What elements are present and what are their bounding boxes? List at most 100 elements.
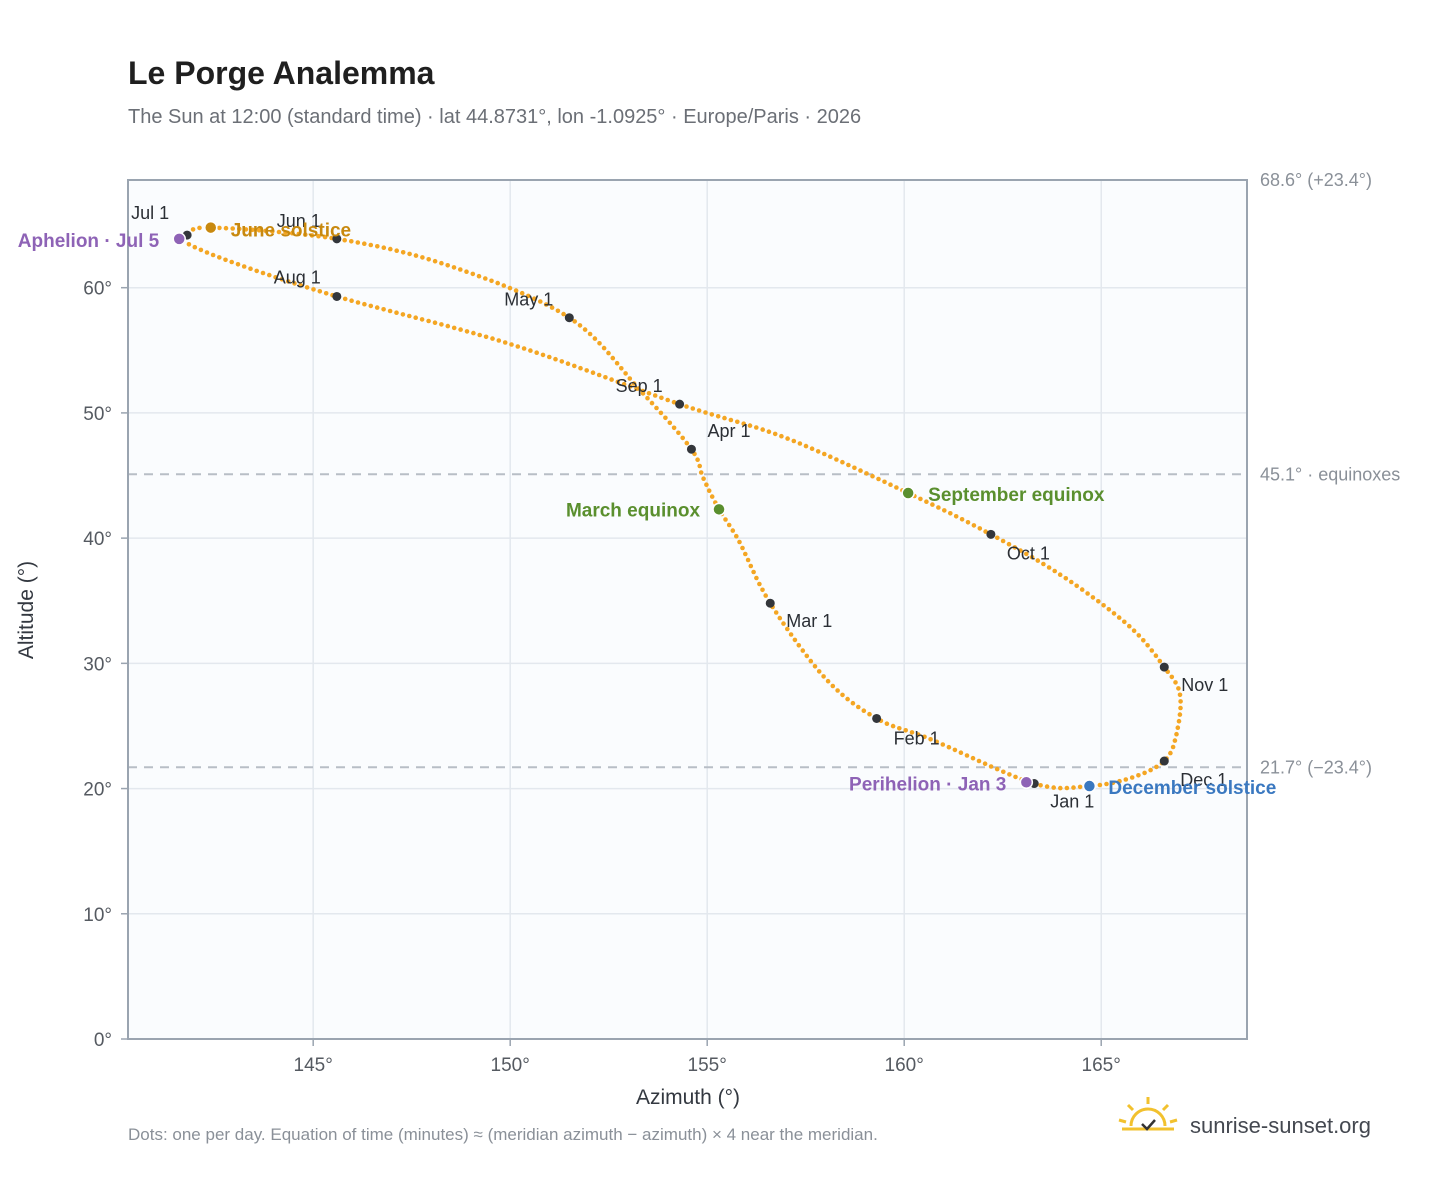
daily-dot	[735, 419, 740, 425]
month-label: Jul 1	[131, 203, 169, 223]
daily-dot	[260, 270, 266, 276]
daily-dot	[451, 265, 457, 270]
daily-dot	[230, 226, 235, 231]
daily-dot	[538, 299, 543, 304]
brand-name: sunrise-sunset.org	[1190, 1113, 1371, 1138]
daily-dot	[192, 244, 198, 250]
daily-dot	[519, 290, 525, 296]
daily-dot	[940, 742, 946, 747]
daily-dot	[471, 330, 476, 336]
month-label: Feb 1	[894, 728, 940, 748]
daily-dot	[263, 228, 269, 234]
sunrise-logo-icon	[1118, 1097, 1178, 1131]
month-marker	[872, 713, 882, 723]
daily-dot	[1149, 648, 1155, 653]
daily-dot	[773, 610, 779, 615]
daily-dot	[470, 271, 476, 277]
daily-dot	[816, 669, 822, 674]
daily-dot	[924, 499, 929, 505]
daily-dot	[680, 435, 685, 441]
daily-dot	[1035, 558, 1041, 563]
daily-dot	[976, 758, 982, 764]
y-axis-ticks: 0° 10° 20° 30° 40° 50° 60°	[83, 279, 128, 1051]
daily-dot	[248, 266, 253, 272]
daily-dot	[870, 473, 875, 479]
daily-dot	[1057, 572, 1063, 577]
daily-dot	[596, 372, 602, 378]
daily-dot	[543, 302, 549, 307]
event-marker	[172, 232, 186, 246]
daily-dot	[549, 305, 555, 310]
daily-dot	[695, 457, 700, 463]
daily-dot	[804, 653, 810, 659]
daily-dot	[1077, 784, 1083, 790]
daily-dot	[1024, 551, 1029, 557]
daily-dot	[845, 696, 850, 702]
daily-dot	[572, 363, 577, 369]
daily-dot	[709, 412, 715, 417]
month-marker	[1159, 662, 1169, 672]
daily-dot	[495, 280, 501, 286]
daily-dot	[559, 359, 565, 364]
daily-dot	[509, 342, 514, 347]
plot-area	[128, 180, 1247, 1039]
daily-dot	[1141, 638, 1146, 643]
daily-dot	[584, 368, 589, 373]
daily-dot	[864, 471, 869, 476]
daily-dot	[628, 384, 633, 389]
daily-dot	[400, 312, 406, 317]
daily-dot	[1153, 653, 1159, 658]
daily-dot	[483, 334, 489, 340]
daily-dot	[763, 593, 768, 598]
daily-dot	[610, 355, 616, 361]
daily-dot	[861, 708, 867, 713]
daily-dot	[606, 350, 611, 356]
daily-dot	[1006, 541, 1012, 547]
daily-dot	[634, 386, 639, 392]
daily-dot	[1154, 764, 1159, 770]
month-label: Aug 1	[274, 267, 321, 287]
event-label: September equinox	[928, 485, 1105, 506]
daily-dot	[362, 241, 367, 246]
month-marker	[686, 444, 696, 454]
daily-dot	[381, 245, 387, 250]
daily-dot	[982, 761, 988, 766]
daily-dot	[850, 700, 856, 706]
x-tick-label: 150°	[491, 1055, 530, 1076]
daily-dot	[684, 440, 690, 446]
daily-dot	[521, 346, 527, 351]
daily-dot	[304, 285, 310, 290]
daily-dot	[489, 278, 494, 284]
daily-dot	[1177, 712, 1183, 717]
daily-dot	[640, 388, 645, 394]
daily-dot	[684, 404, 689, 409]
daily-dot	[615, 379, 621, 385]
daily-dot	[792, 637, 798, 643]
daily-dot	[726, 522, 732, 528]
daily-dot	[1041, 561, 1046, 567]
month-label: Jan 1	[1050, 792, 1094, 812]
daily-dot	[915, 732, 921, 737]
daily-dot	[825, 678, 831, 684]
daily-dot	[553, 356, 558, 362]
daily-dot	[276, 229, 282, 235]
daily-dot	[1174, 731, 1179, 737]
daily-dot	[458, 267, 463, 272]
daily-dot	[235, 262, 241, 267]
daily-dot	[741, 421, 746, 427]
y-tick-label: 20°	[83, 780, 112, 801]
daily-dot	[1142, 770, 1147, 776]
daily-dot	[375, 244, 380, 249]
daily-dot	[426, 257, 432, 262]
daily-dot	[241, 264, 247, 269]
daily-dot	[210, 252, 216, 258]
daily-dot	[420, 255, 425, 260]
daily-dot	[745, 557, 751, 563]
daily-dot	[897, 726, 902, 731]
daily-dot	[502, 340, 508, 345]
daily-dot	[381, 307, 386, 312]
daily-dot	[1129, 775, 1135, 780]
daily-dot	[1136, 773, 1141, 778]
daily-dot	[578, 365, 583, 371]
daily-dot	[1013, 774, 1018, 780]
